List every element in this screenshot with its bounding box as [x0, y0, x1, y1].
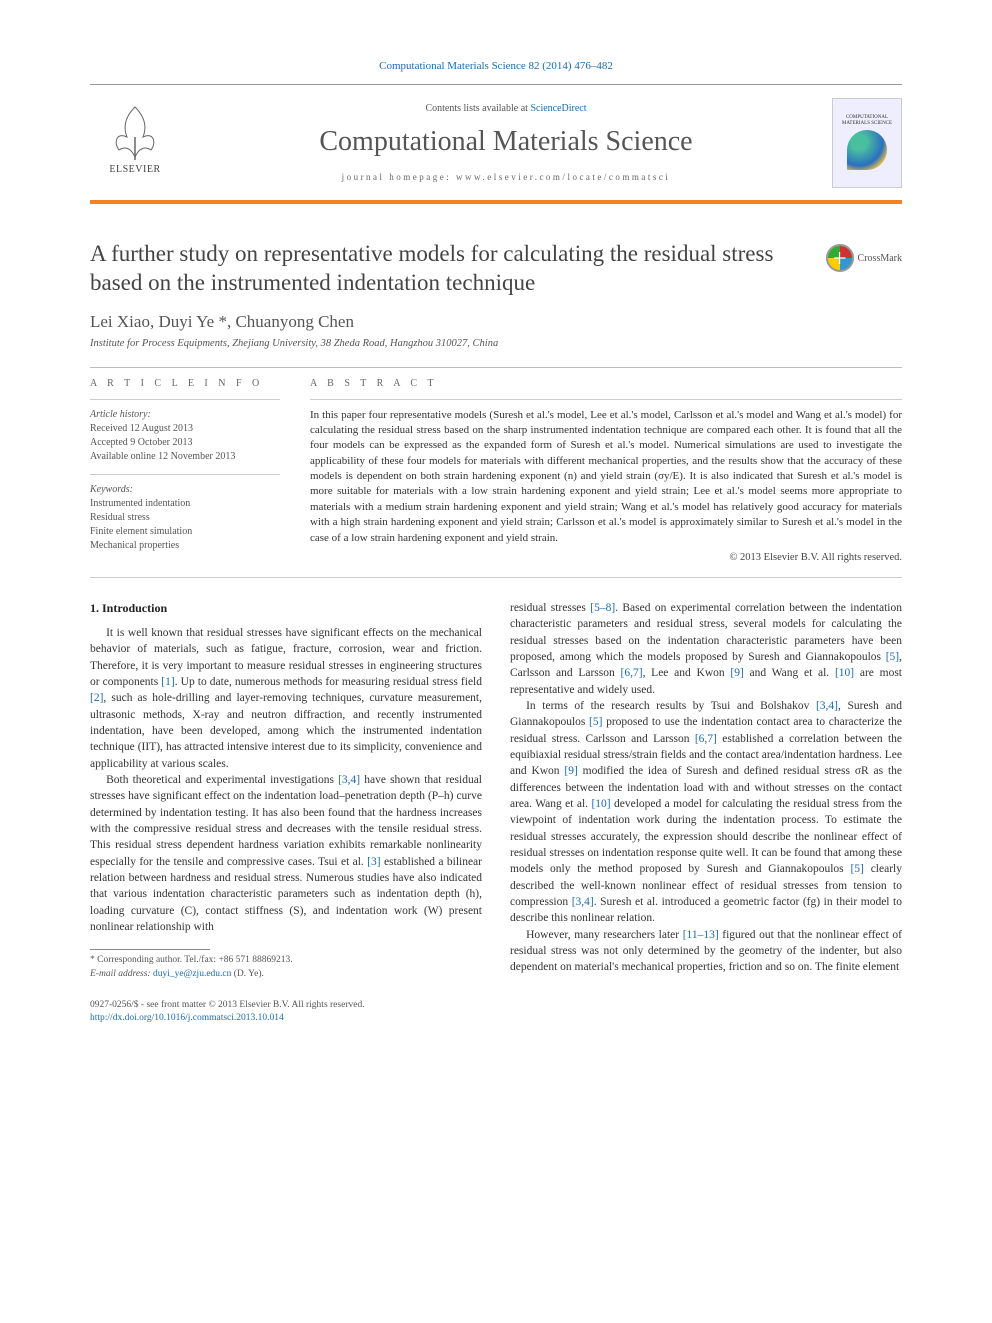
history-item: Accepted 9 October 2013: [90, 436, 280, 450]
email-link[interactable]: duyi_ye@zju.edu.cn: [153, 969, 231, 979]
body-paragraph: However, many researchers later [11–13] …: [510, 927, 902, 976]
sciencedirect-link[interactable]: ScienceDirect: [530, 103, 586, 114]
body-paragraph: It is well known that residual stresses …: [90, 625, 482, 772]
citation-link[interactable]: Computational Materials Science 82 (2014…: [379, 60, 613, 72]
history-item: Received 12 August 2013: [90, 422, 280, 436]
history-label: Article history:: [90, 408, 280, 422]
footnote-separator: [90, 949, 210, 950]
section-heading: 1. Introduction: [90, 600, 482, 617]
body-two-column: 1. Introduction It is well known that re…: [90, 600, 902, 981]
journal-homepage: journal homepage: www.elsevier.com/locat…: [180, 172, 832, 182]
contents-available: Contents lists available at ScienceDirec…: [180, 103, 832, 114]
crossmark-icon: [826, 244, 854, 272]
history-item: Available online 12 November 2013: [90, 450, 280, 464]
abstract-heading: A B S T R A C T: [310, 378, 902, 389]
keyword: Mechanical properties: [90, 539, 280, 553]
keyword: Residual stress: [90, 511, 280, 525]
section-divider: [90, 577, 902, 578]
crossmark-badge[interactable]: CrossMark: [826, 244, 902, 272]
body-paragraph: residual stresses [5–8]. Based on experi…: [510, 600, 902, 698]
article-info-heading: A R T I C L E I N F O: [90, 378, 280, 389]
publisher-block: ELSEVIER: [90, 102, 180, 183]
abstract-column: A B S T R A C T In this paper four repre…: [310, 378, 902, 564]
cover-graphic-icon: [847, 130, 887, 170]
corresponding-author-footnote: * Corresponding author. Tel./fax: +86 57…: [90, 954, 482, 981]
body-paragraph: Both theoretical and experimental invest…: [90, 772, 482, 935]
section-divider: [90, 367, 902, 368]
journal-name: Computational Materials Science: [180, 126, 832, 158]
footer-front-matter: 0927-0256/$ - see front matter © 2013 El…: [90, 999, 902, 1012]
journal-cover-thumbnail: COMPUTATIONAL MATERIALS SCIENCE: [832, 98, 902, 188]
journal-header-band: ELSEVIER Contents lists available at Sci…: [90, 84, 902, 204]
affiliation: Institute for Process Equipments, Zhejia…: [90, 338, 902, 349]
author-list: Lei Xiao, Duyi Ye *, Chuanyong Chen: [90, 312, 902, 332]
article-title: A further study on representative models…: [90, 240, 902, 298]
keywords-label: Keywords:: [90, 483, 280, 497]
article-info-column: A R T I C L E I N F O Article history: R…: [90, 378, 280, 564]
keyword: Instrumented indentation: [90, 497, 280, 511]
elsevier-tree-icon: [105, 102, 165, 162]
abstract-copyright: © 2013 Elsevier B.V. All rights reserved…: [310, 552, 902, 563]
publisher-name: ELSEVIER: [109, 164, 160, 175]
abstract-text: In this paper four representative models…: [310, 408, 902, 547]
doi-link[interactable]: http://dx.doi.org/10.1016/j.commatsci.20…: [90, 1013, 284, 1023]
citation-line: Computational Materials Science 82 (2014…: [90, 60, 902, 72]
page-footer: 0927-0256/$ - see front matter © 2013 El…: [90, 999, 902, 1026]
keyword: Finite element simulation: [90, 525, 280, 539]
body-paragraph: In terms of the research results by Tsui…: [510, 698, 902, 927]
